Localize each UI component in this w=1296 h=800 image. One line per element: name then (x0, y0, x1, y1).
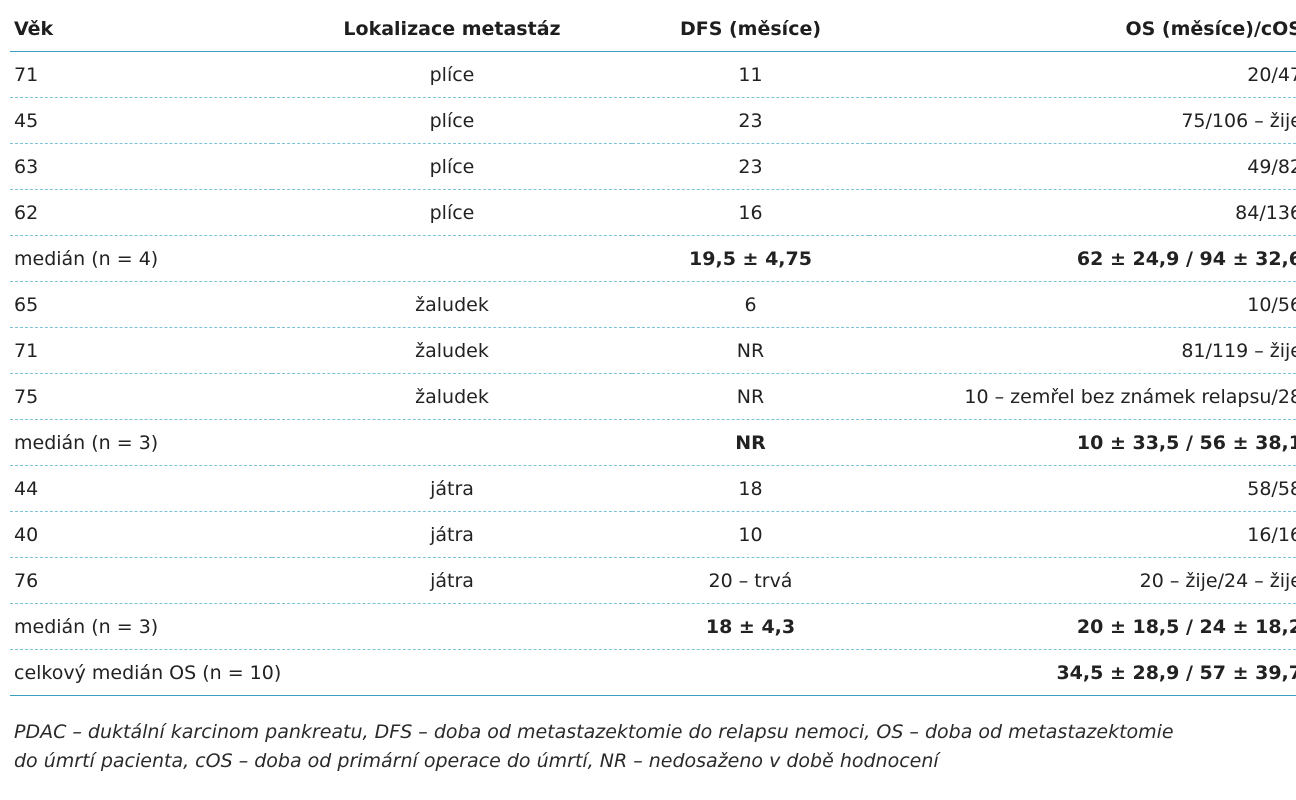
cell-dfs: 6 (632, 281, 869, 328)
median-row: medián (n = 3) 18 ± 4,3 20 ± 18,5 / 24 ± 1… (10, 603, 1296, 650)
cell-dfs: 23 (632, 143, 869, 190)
cell-dfs: 18 (632, 465, 869, 512)
cell-age: 45 (10, 97, 272, 144)
cell-dfs (632, 649, 869, 696)
cell-dfs: 20 – trvá (632, 557, 869, 604)
cell-os-cos: 10 ± 33,5 / 56 ± 38,1 (869, 419, 1296, 466)
cell-os-cos: 49/82 (869, 143, 1296, 190)
table-body: 71 plíce 11 20/47 45 plíce 23 75/106 – žije 63 pl… (10, 51, 1296, 696)
cell-os-cos: 84/136 (869, 189, 1296, 236)
table-row: 76 játra 20 – trvá 20 – žije/24 – žije (10, 557, 1296, 604)
cell-location: plíce (272, 189, 632, 236)
median-row: celkový medián OS (n = 10) 34,5 ± 28,9 / … (10, 649, 1296, 696)
table-row: 71 plíce 11 20/47 (10, 51, 1296, 98)
table-footnote: PDAC – duktální karcinom pankreatu, DFS … (14, 718, 1284, 776)
cell-dfs: 23 (632, 97, 869, 144)
table-row: 40 játra 10 16/16 (10, 511, 1296, 558)
table-row: 71 žaludek NR 81/119 – žije (10, 327, 1296, 374)
median-row: medián (n = 3) NR 10 ± 33,5 / 56 ± 38,1 (10, 419, 1296, 466)
cell-age: 76 (10, 557, 272, 604)
cell-os-cos: 81/119 – žije (869, 327, 1296, 374)
cell-dfs: NR (632, 419, 869, 466)
cell-os-cos: 75/106 – žije (869, 97, 1296, 144)
header-os-cos: OS (měsíce)/cOS (869, 7, 1296, 52)
cell-os-cos: 20 – žije/24 – žije (869, 557, 1296, 604)
cell-location (272, 235, 632, 282)
cell-age: 44 (10, 465, 272, 512)
cell-age: 63 (10, 143, 272, 190)
header-metastasis-location: Lokalizace metastáz (272, 7, 632, 52)
cell-dfs: 19,5 ± 4,75 (632, 235, 869, 282)
cell-dfs: NR (632, 373, 869, 420)
cell-dfs: 10 (632, 511, 869, 558)
table-row: 45 plíce 23 75/106 – žije (10, 97, 1296, 144)
cell-age: medián (n = 4) (10, 235, 272, 282)
footnote-line-2: do úmrtí pacienta, cOS – doba od primárn… (14, 750, 939, 772)
cell-age: 71 (10, 327, 272, 374)
footnote-line-1: PDAC – duktální karcinom pankreatu, DFS … (14, 721, 1174, 743)
cell-os-cos: 16/16 (869, 511, 1296, 558)
table-row: 44 játra 18 58/58 (10, 465, 1296, 512)
cell-location: plíce (272, 143, 632, 190)
cell-location: plíce (272, 97, 632, 144)
cell-os-cos: 34,5 ± 28,9 / 57 ± 39,7 (869, 649, 1296, 696)
cell-location (272, 603, 632, 650)
cell-location (272, 649, 632, 696)
cell-location: játra (272, 465, 632, 512)
cell-dfs: 11 (632, 51, 869, 98)
cell-location: žaludek (272, 373, 632, 420)
header-dfs: DFS (měsíce) (632, 7, 869, 52)
cell-location: plíce (272, 51, 632, 98)
cell-location: žaludek (272, 327, 632, 374)
header-age: Věk (10, 7, 272, 52)
cell-location: játra (272, 511, 632, 558)
header-row: Věk Lokalizace metastáz DFS (měsíce) OS … (10, 7, 1296, 52)
cell-os-cos: 10 – zemřel bez známek relapsu/28 (869, 373, 1296, 420)
cell-location: játra (272, 557, 632, 604)
cell-os-cos: 62 ± 24,9 / 94 ± 32,6 (869, 235, 1296, 282)
cell-location (272, 419, 632, 466)
table-row: 75 žaludek NR 10 – zemřel bez známek relaps… (10, 373, 1296, 420)
median-row: medián (n = 4) 19,5 ± 4,75 62 ± 24,9 / 94 … (10, 235, 1296, 282)
cell-dfs: 16 (632, 189, 869, 236)
table-row: 65 žaludek 6 10/56 (10, 281, 1296, 328)
results-table: Věk Lokalizace metastáz DFS (měsíce) OS … (10, 7, 1296, 696)
cell-age: 65 (10, 281, 272, 328)
cell-age: celkový medián OS (n = 10) (10, 649, 281, 696)
table-header: Věk Lokalizace metastáz DFS (měsíce) OS … (10, 7, 1296, 52)
table-row: 63 plíce 23 49/82 (10, 143, 1296, 190)
cell-location: žaludek (272, 281, 632, 328)
cell-age: medián (n = 3) (10, 603, 272, 650)
cell-dfs: 18 ± 4,3 (632, 603, 869, 650)
cell-os-cos: 20 ± 18,5 / 24 ± 18,2 (869, 603, 1296, 650)
cell-os-cos: 58/58 (869, 465, 1296, 512)
cell-os-cos: 10/56 (869, 281, 1296, 328)
cell-age: 62 (10, 189, 272, 236)
cell-age: medián (n = 3) (10, 419, 272, 466)
cell-age: 71 (10, 51, 272, 98)
cell-age: 40 (10, 511, 272, 558)
cell-os-cos: 20/47 (869, 51, 1296, 98)
cell-dfs: NR (632, 327, 869, 374)
cell-age: 75 (10, 373, 272, 420)
table-row: 62 plíce 16 84/136 (10, 189, 1296, 236)
